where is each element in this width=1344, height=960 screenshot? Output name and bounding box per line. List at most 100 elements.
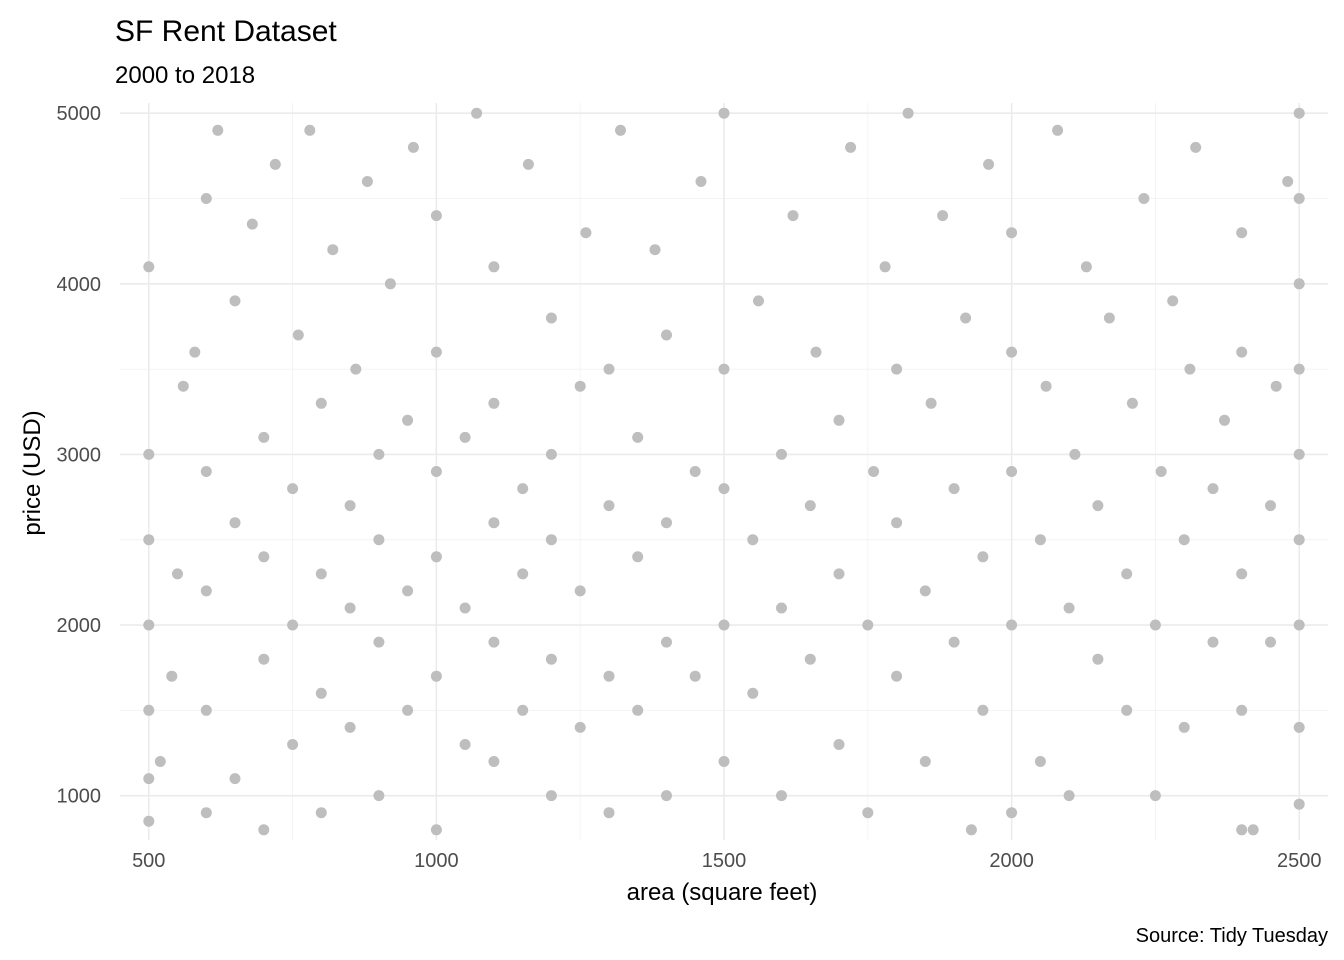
data-point — [350, 363, 362, 375]
data-point — [200, 585, 212, 597]
data-point — [373, 534, 385, 546]
data-point — [287, 619, 299, 631]
data-point — [948, 483, 960, 495]
data-point — [1236, 704, 1248, 716]
data-point — [747, 534, 759, 546]
data-point — [603, 363, 615, 375]
data-point — [1034, 756, 1046, 767]
data-point — [891, 517, 903, 529]
data-point — [488, 756, 500, 767]
y-axis-ticks: 1000 2000 3000 4000 5000 — [57, 103, 102, 807]
data-point — [407, 141, 419, 153]
data-point — [862, 619, 874, 631]
data-point — [1207, 636, 1219, 648]
data-point — [753, 295, 764, 307]
data-point — [361, 176, 373, 187]
data-point — [143, 261, 155, 273]
data-point — [718, 756, 730, 767]
data-point — [603, 807, 615, 819]
data-points — [143, 107, 1305, 836]
data-point — [200, 193, 212, 204]
data-point — [632, 704, 644, 716]
data-point — [229, 295, 241, 307]
gridlines — [120, 103, 1328, 840]
data-point — [1184, 363, 1196, 375]
data-point — [459, 602, 471, 614]
data-point — [1006, 346, 1018, 358]
data-point — [1092, 653, 1104, 665]
data-point — [833, 568, 845, 580]
data-point — [718, 619, 730, 631]
data-point — [1063, 602, 1075, 614]
data-point — [402, 704, 414, 716]
data-point — [1069, 448, 1081, 460]
data-point — [603, 670, 615, 682]
data-point — [983, 158, 995, 170]
data-point — [1293, 278, 1305, 290]
y-tick-label: 3000 — [57, 444, 102, 466]
data-point — [402, 414, 414, 426]
data-point — [430, 551, 442, 563]
data-point — [1052, 124, 1064, 136]
data-point — [172, 568, 183, 580]
data-point — [689, 670, 701, 682]
x-tick-label: 1000 — [414, 850, 459, 872]
x-tick-label: 2500 — [1277, 850, 1322, 872]
data-point — [1149, 619, 1161, 631]
y-tick-label: 1000 — [57, 786, 102, 808]
data-point — [488, 636, 500, 648]
data-point — [229, 773, 241, 785]
data-point — [919, 585, 931, 597]
data-point — [747, 687, 759, 699]
data-point — [833, 739, 845, 750]
x-tick-label: 500 — [132, 850, 165, 872]
y-tick-label: 4000 — [57, 274, 102, 296]
data-point — [574, 585, 586, 597]
data-point — [902, 107, 914, 119]
data-point — [258, 431, 270, 443]
chart-title: SF Rent Dataset — [115, 15, 337, 48]
data-point — [862, 807, 874, 819]
data-point — [1236, 824, 1248, 836]
data-point — [661, 636, 672, 648]
data-point — [344, 602, 356, 614]
data-point — [718, 483, 730, 495]
data-point — [1293, 619, 1305, 631]
data-point — [1219, 414, 1230, 426]
data-point — [488, 397, 500, 409]
data-point — [315, 687, 327, 699]
data-point — [200, 704, 212, 716]
data-point — [1121, 704, 1133, 716]
data-point — [522, 158, 534, 170]
data-point — [1265, 500, 1276, 512]
y-axis-title: price (USD) — [19, 410, 46, 535]
data-point — [1236, 568, 1248, 580]
data-point — [430, 210, 442, 222]
data-point — [1207, 483, 1219, 495]
chart-subtitle: 2000 to 2018 — [115, 62, 255, 89]
data-point — [258, 824, 270, 836]
data-point — [1138, 193, 1150, 204]
data-point — [1149, 790, 1161, 802]
data-point — [718, 107, 730, 119]
data-point — [269, 158, 281, 170]
data-point — [937, 210, 949, 222]
data-point — [632, 551, 644, 563]
data-point — [1126, 397, 1138, 409]
data-point — [661, 517, 672, 529]
data-point — [776, 790, 787, 802]
data-point — [517, 483, 529, 495]
data-point — [1270, 380, 1282, 392]
data-point — [891, 670, 903, 682]
data-point — [1190, 141, 1202, 153]
data-point — [200, 807, 212, 819]
data-point — [143, 619, 155, 631]
data-point — [430, 670, 442, 682]
data-point — [517, 704, 529, 716]
data-point — [1293, 363, 1305, 375]
data-point — [1006, 619, 1018, 631]
data-point — [430, 346, 442, 358]
data-point — [1293, 534, 1305, 546]
data-point — [258, 551, 270, 563]
data-point — [545, 534, 557, 546]
